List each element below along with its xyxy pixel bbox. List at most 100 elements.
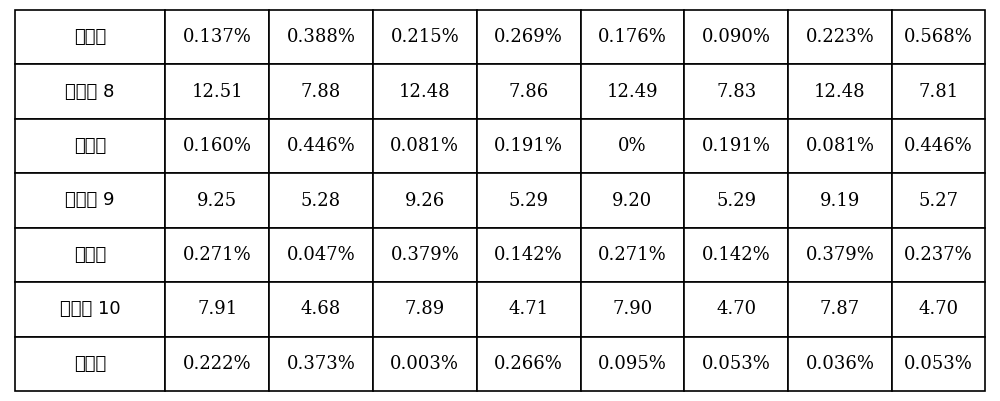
Bar bbox=[15, 10, 165, 65]
Text: 5.29: 5.29 bbox=[716, 192, 756, 209]
Bar bbox=[788, 336, 892, 391]
Bar bbox=[269, 65, 373, 119]
Text: 9.19: 9.19 bbox=[820, 192, 860, 209]
Bar bbox=[165, 282, 269, 336]
Text: 0.036%: 0.036% bbox=[805, 355, 874, 373]
Bar bbox=[581, 119, 684, 173]
Text: 0.379%: 0.379% bbox=[390, 246, 459, 264]
Bar bbox=[165, 228, 269, 282]
Bar bbox=[15, 173, 165, 228]
Text: 0.081%: 0.081% bbox=[805, 137, 874, 155]
Text: 12.51: 12.51 bbox=[191, 83, 243, 101]
Bar bbox=[15, 65, 165, 119]
Text: 0.142%: 0.142% bbox=[494, 246, 563, 264]
Text: 0.237%: 0.237% bbox=[904, 246, 973, 264]
Bar bbox=[684, 119, 788, 173]
Text: 0.379%: 0.379% bbox=[806, 246, 874, 264]
Text: 0%: 0% bbox=[618, 137, 647, 155]
Bar bbox=[15, 119, 165, 173]
Bar bbox=[165, 336, 269, 391]
Text: 12.48: 12.48 bbox=[399, 83, 451, 101]
Bar bbox=[788, 119, 892, 173]
Bar bbox=[373, 282, 477, 336]
Text: 0.047%: 0.047% bbox=[287, 246, 355, 264]
Bar bbox=[788, 65, 892, 119]
Text: 0.191%: 0.191% bbox=[494, 137, 563, 155]
Text: 0.090%: 0.090% bbox=[702, 28, 771, 46]
Text: 0.176%: 0.176% bbox=[598, 28, 667, 46]
Text: 误　差: 误 差 bbox=[74, 137, 106, 155]
Bar bbox=[373, 119, 477, 173]
Bar bbox=[892, 65, 985, 119]
Bar bbox=[684, 10, 788, 65]
Text: 7.90: 7.90 bbox=[612, 300, 653, 318]
Text: 实施例 8: 实施例 8 bbox=[65, 83, 115, 101]
Text: 7.81: 7.81 bbox=[918, 83, 959, 101]
Text: 0.160%: 0.160% bbox=[183, 137, 252, 155]
Bar bbox=[15, 336, 165, 391]
Bar bbox=[165, 10, 269, 65]
Text: 9.26: 9.26 bbox=[405, 192, 445, 209]
Text: 0.142%: 0.142% bbox=[702, 246, 771, 264]
Bar bbox=[477, 10, 581, 65]
Bar bbox=[165, 173, 269, 228]
Bar bbox=[373, 65, 477, 119]
Text: 5.28: 5.28 bbox=[301, 192, 341, 209]
Text: 0.095%: 0.095% bbox=[598, 355, 667, 373]
Bar bbox=[892, 228, 985, 282]
Text: 12.49: 12.49 bbox=[607, 83, 658, 101]
Text: 0.223%: 0.223% bbox=[806, 28, 874, 46]
Text: 0.271%: 0.271% bbox=[183, 246, 252, 264]
Bar bbox=[581, 173, 684, 228]
Text: 0.269%: 0.269% bbox=[494, 28, 563, 46]
Text: 误　差: 误 差 bbox=[74, 355, 106, 373]
Bar bbox=[165, 65, 269, 119]
Text: 0.191%: 0.191% bbox=[702, 137, 771, 155]
Bar bbox=[788, 173, 892, 228]
Text: 0.081%: 0.081% bbox=[390, 137, 459, 155]
Text: 4.71: 4.71 bbox=[509, 300, 549, 318]
Bar bbox=[269, 282, 373, 336]
Bar bbox=[373, 336, 477, 391]
Bar bbox=[477, 119, 581, 173]
Text: 实施例 9: 实施例 9 bbox=[65, 192, 115, 209]
Bar bbox=[269, 336, 373, 391]
Text: 0.053%: 0.053% bbox=[702, 355, 771, 373]
Bar bbox=[581, 65, 684, 119]
Text: 0.222%: 0.222% bbox=[183, 355, 252, 373]
Text: 4.70: 4.70 bbox=[716, 300, 756, 318]
Text: 4.68: 4.68 bbox=[301, 300, 341, 318]
Text: 7.83: 7.83 bbox=[716, 83, 756, 101]
Bar bbox=[684, 282, 788, 336]
Bar bbox=[892, 10, 985, 65]
Bar bbox=[15, 228, 165, 282]
Bar bbox=[788, 282, 892, 336]
Bar bbox=[684, 65, 788, 119]
Text: 0.271%: 0.271% bbox=[598, 246, 667, 264]
Text: 0.053%: 0.053% bbox=[904, 355, 973, 373]
Bar bbox=[581, 10, 684, 65]
Bar bbox=[477, 228, 581, 282]
Bar bbox=[581, 282, 684, 336]
Text: 7.87: 7.87 bbox=[820, 300, 860, 318]
Bar bbox=[269, 10, 373, 65]
Bar bbox=[165, 119, 269, 173]
Text: 实施例 10: 实施例 10 bbox=[60, 300, 120, 318]
Text: 7.88: 7.88 bbox=[301, 83, 341, 101]
Bar bbox=[269, 119, 373, 173]
Text: 5.29: 5.29 bbox=[509, 192, 549, 209]
Text: 7.89: 7.89 bbox=[405, 300, 445, 318]
Bar bbox=[373, 173, 477, 228]
Bar bbox=[477, 336, 581, 391]
Bar bbox=[15, 282, 165, 336]
Bar bbox=[684, 228, 788, 282]
Bar bbox=[269, 173, 373, 228]
Text: 12.48: 12.48 bbox=[814, 83, 866, 101]
Bar bbox=[892, 173, 985, 228]
Bar bbox=[477, 282, 581, 336]
Bar bbox=[892, 282, 985, 336]
Text: 4.70: 4.70 bbox=[918, 300, 959, 318]
Bar bbox=[684, 173, 788, 228]
Bar bbox=[477, 65, 581, 119]
Text: 0.266%: 0.266% bbox=[494, 355, 563, 373]
